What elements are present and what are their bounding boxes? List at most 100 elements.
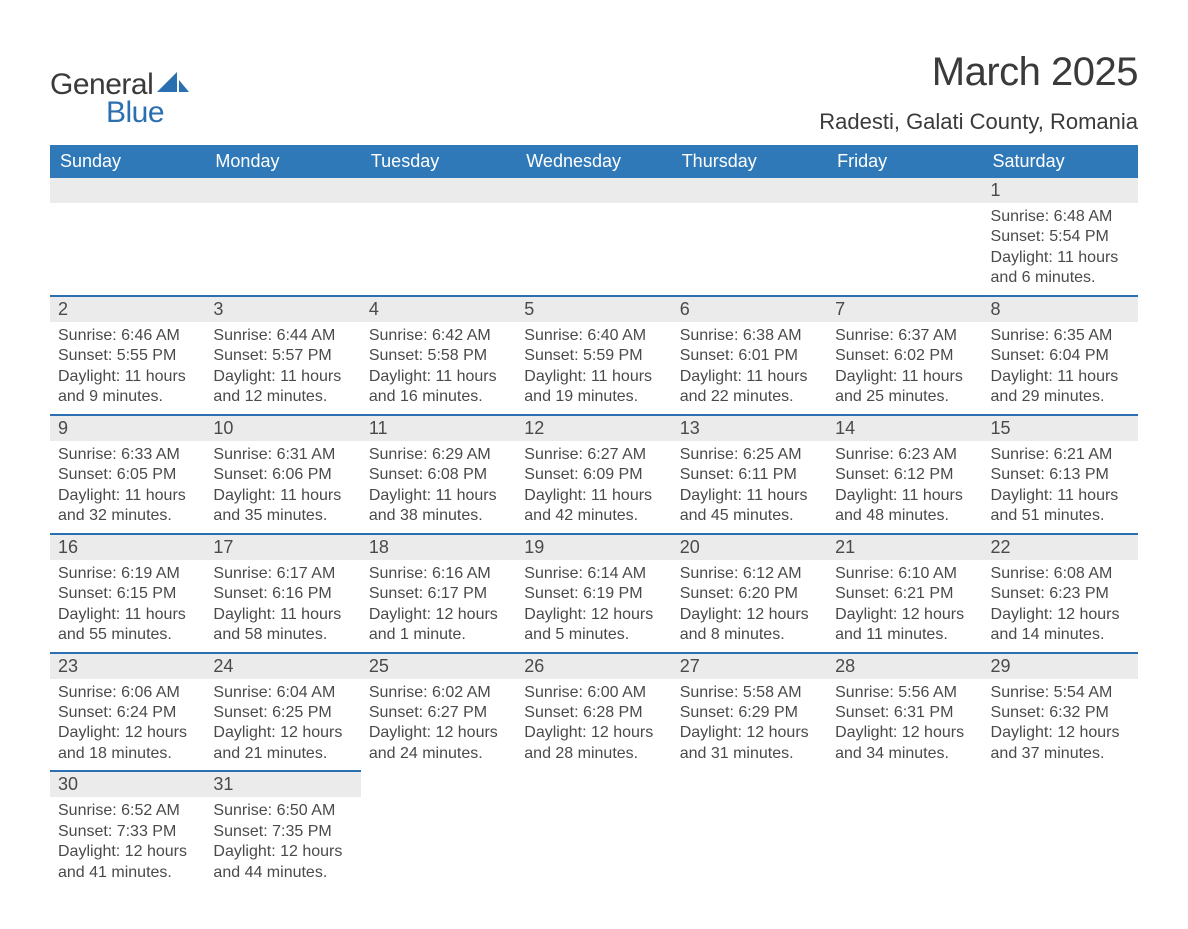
calendar-cell: 2Sunrise: 6:46 AM Sunset: 5:55 PM Daylig… [50,296,205,415]
day-number: 14 [827,416,982,441]
calendar-cell: 7Sunrise: 6:37 AM Sunset: 6:02 PM Daylig… [827,296,982,415]
day-details: Sunrise: 6:37 AM Sunset: 6:02 PM Dayligh… [827,322,982,414]
day-number [827,178,982,203]
day-number: 25 [361,654,516,679]
logo-word2: Blue [106,96,164,130]
day-details [50,203,205,209]
calendar-cell: 1Sunrise: 6:48 AM Sunset: 5:54 PM Daylig… [983,178,1138,296]
day-number [983,771,1138,796]
weekday-header: Saturday [983,145,1138,178]
day-details: Sunrise: 6:44 AM Sunset: 5:57 PM Dayligh… [205,322,360,414]
day-number: 21 [827,535,982,560]
calendar-cell: 18Sunrise: 6:16 AM Sunset: 6:17 PM Dayli… [361,534,516,653]
day-number: 4 [361,297,516,322]
day-details: Sunrise: 6:25 AM Sunset: 6:11 PM Dayligh… [672,441,827,533]
calendar-cell: 12Sunrise: 6:27 AM Sunset: 6:09 PM Dayli… [516,415,671,534]
day-number: 12 [516,416,671,441]
calendar-cell: 8Sunrise: 6:35 AM Sunset: 6:04 PM Daylig… [983,296,1138,415]
day-number: 31 [205,772,360,797]
calendar-header: SundayMondayTuesdayWednesdayThursdayFrid… [50,145,1138,178]
day-details: Sunrise: 6:12 AM Sunset: 6:20 PM Dayligh… [672,560,827,652]
day-number: 8 [983,297,1138,322]
calendar-cell [361,771,516,889]
day-number [516,178,671,203]
calendar-cell: 6Sunrise: 6:38 AM Sunset: 6:01 PM Daylig… [672,296,827,415]
calendar-cell: 21Sunrise: 6:10 AM Sunset: 6:21 PM Dayli… [827,534,982,653]
day-number: 30 [50,772,205,797]
calendar-cell: 26Sunrise: 6:00 AM Sunset: 6:28 PM Dayli… [516,653,671,772]
day-number [827,771,982,796]
day-details: Sunrise: 6:10 AM Sunset: 6:21 PM Dayligh… [827,560,982,652]
calendar-cell: 20Sunrise: 6:12 AM Sunset: 6:20 PM Dayli… [672,534,827,653]
day-number: 5 [516,297,671,322]
weekday-header: Thursday [672,145,827,178]
weekday-header: Friday [827,145,982,178]
day-details [827,203,982,209]
day-number: 16 [50,535,205,560]
location-subtitle: Radesti, Galati County, Romania [819,109,1138,135]
day-details: Sunrise: 6:23 AM Sunset: 6:12 PM Dayligh… [827,441,982,533]
day-number [672,178,827,203]
day-number: 6 [672,297,827,322]
calendar-week: 1Sunrise: 6:48 AM Sunset: 5:54 PM Daylig… [50,178,1138,296]
calendar-cell: 5Sunrise: 6:40 AM Sunset: 5:59 PM Daylig… [516,296,671,415]
weekday-header: Sunday [50,145,205,178]
day-number: 7 [827,297,982,322]
day-number: 24 [205,654,360,679]
day-details: Sunrise: 6:02 AM Sunset: 6:27 PM Dayligh… [361,679,516,771]
calendar-cell: 15Sunrise: 6:21 AM Sunset: 6:13 PM Dayli… [983,415,1138,534]
calendar-cell [672,178,827,296]
day-details: Sunrise: 6:21 AM Sunset: 6:13 PM Dayligh… [983,441,1138,533]
day-number: 18 [361,535,516,560]
day-number: 3 [205,297,360,322]
day-details: Sunrise: 6:27 AM Sunset: 6:09 PM Dayligh… [516,441,671,533]
weekday-header: Tuesday [361,145,516,178]
calendar-cell [205,178,360,296]
logo-sail-icon [157,70,189,94]
calendar-cell: 19Sunrise: 6:14 AM Sunset: 6:19 PM Dayli… [516,534,671,653]
day-number: 20 [672,535,827,560]
calendar-week: 9Sunrise: 6:33 AM Sunset: 6:05 PM Daylig… [50,415,1138,534]
day-number: 19 [516,535,671,560]
day-number: 22 [983,535,1138,560]
calendar-cell [516,771,671,889]
day-details: Sunrise: 5:56 AM Sunset: 6:31 PM Dayligh… [827,679,982,771]
day-details [361,796,516,802]
day-details: Sunrise: 6:35 AM Sunset: 6:04 PM Dayligh… [983,322,1138,414]
calendar-table: SundayMondayTuesdayWednesdayThursdayFrid… [50,145,1138,889]
calendar-cell: 25Sunrise: 6:02 AM Sunset: 6:27 PM Dayli… [361,653,516,772]
day-number: 28 [827,654,982,679]
header-row: General Blue March 2025 Radesti, Galati … [50,50,1138,135]
day-details [672,203,827,209]
calendar-cell: 27Sunrise: 5:58 AM Sunset: 6:29 PM Dayli… [672,653,827,772]
calendar-cell: 3Sunrise: 6:44 AM Sunset: 5:57 PM Daylig… [205,296,360,415]
day-details: Sunrise: 6:40 AM Sunset: 5:59 PM Dayligh… [516,322,671,414]
day-number: 11 [361,416,516,441]
weekday-header: Wednesday [516,145,671,178]
day-number: 2 [50,297,205,322]
day-details: Sunrise: 6:33 AM Sunset: 6:05 PM Dayligh… [50,441,205,533]
day-number: 13 [672,416,827,441]
day-details: Sunrise: 6:48 AM Sunset: 5:54 PM Dayligh… [983,203,1138,295]
calendar-cell: 24Sunrise: 6:04 AM Sunset: 6:25 PM Dayli… [205,653,360,772]
calendar-cell [827,178,982,296]
weekday-header: Monday [205,145,360,178]
day-number [516,771,671,796]
logo: General Blue [50,50,189,130]
day-details: Sunrise: 6:17 AM Sunset: 6:16 PM Dayligh… [205,560,360,652]
calendar-cell: 11Sunrise: 6:29 AM Sunset: 6:08 PM Dayli… [361,415,516,534]
day-details: Sunrise: 6:00 AM Sunset: 6:28 PM Dayligh… [516,679,671,771]
day-details: Sunrise: 6:42 AM Sunset: 5:58 PM Dayligh… [361,322,516,414]
calendar-cell: 23Sunrise: 6:06 AM Sunset: 6:24 PM Dayli… [50,653,205,772]
calendar-cell: 22Sunrise: 6:08 AM Sunset: 6:23 PM Dayli… [983,534,1138,653]
day-details: Sunrise: 6:52 AM Sunset: 7:33 PM Dayligh… [50,797,205,889]
day-number: 15 [983,416,1138,441]
day-details: Sunrise: 6:38 AM Sunset: 6:01 PM Dayligh… [672,322,827,414]
day-details: Sunrise: 6:04 AM Sunset: 6:25 PM Dayligh… [205,679,360,771]
day-number [50,178,205,203]
day-details: Sunrise: 5:54 AM Sunset: 6:32 PM Dayligh… [983,679,1138,771]
day-details: Sunrise: 6:46 AM Sunset: 5:55 PM Dayligh… [50,322,205,414]
day-details [516,796,671,802]
calendar-cell: 30Sunrise: 6:52 AM Sunset: 7:33 PM Dayli… [50,771,205,889]
calendar-cell [361,178,516,296]
